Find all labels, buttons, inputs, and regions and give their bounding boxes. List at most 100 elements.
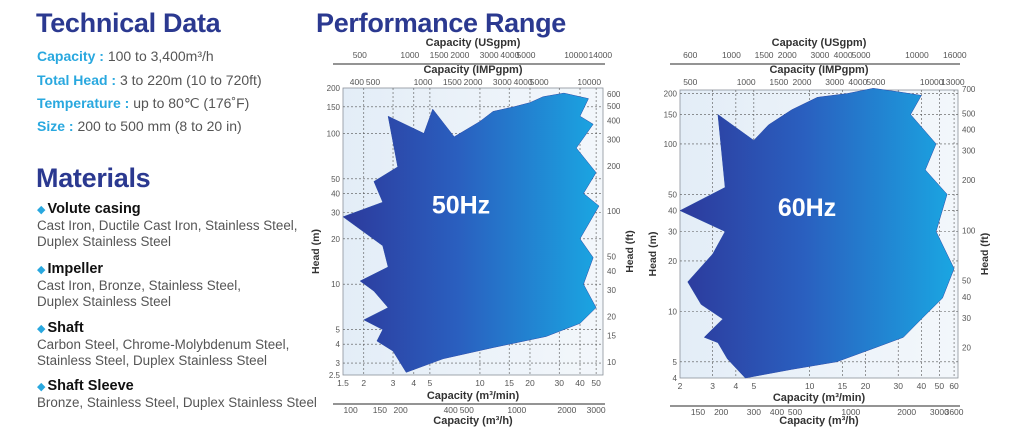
material-shaft-sleeve: ◆ Shaft Sleeve Bronze, Stainless Steel, Du… [37,378,317,411]
technical-data-heading: Technical Data [36,8,221,38]
x-tick-label-m3h: 200 [714,407,728,417]
material-impeller: ◆ Impeller Cast Iron, Bronze, Stainless St… [37,261,241,310]
x-tick-label-m3h: 3600 [945,407,964,417]
x-tick-label-impgpm: 400 [350,77,364,87]
diamond-bullet-icon: ◆ [37,204,46,216]
x-tick-label-m3h: 150 [691,407,705,417]
x-tick-label-impgpm: 1500 [443,77,462,87]
x-tick-label-impgpm: 10000 [577,77,601,87]
material-line: Cast Iron, Bronze, Stainless Steel, [37,278,241,293]
x-tick-label-usgpm: 5000 [517,50,536,60]
x-tick-label-usgpm: 600 [683,50,697,60]
spec-temperature: Temperature : up to 80℃ (176˚F) [37,95,249,112]
x-axis-title-impgpm: Capacity (IMPgpm) [423,64,522,76]
x-tick-label-m3h: 1000 [507,405,526,415]
x-tick-label-impgpm: 4000 [848,77,867,87]
x-tick-label-m3h: 100 [344,405,358,415]
x-axis-title-impgpm: Capacity (IMPgpm) [769,64,868,76]
y-tick-label-m: 30 [331,208,340,217]
x-tick-label-m3min: 40 [917,381,927,391]
y-tick-label-ft: 30 [962,314,971,323]
x-tick-label-usgpm: 1000 [722,50,741,60]
x-tick-label-m3min: 2 [361,378,366,388]
y-tick-label-m: 10 [331,280,340,289]
x-tick-label-impgpm: 13000 [941,77,965,87]
x-tick-label-usgpm: 3000 [480,50,499,60]
spec-label: Temperature : [37,95,130,111]
x-tick-label-impgpm: 500 [683,77,697,87]
x-tick-label-m3min: 4 [411,378,416,388]
spec-value: up to 80℃ (176˚F) [133,95,250,111]
x-tick-label-m3min: 10 [475,378,485,388]
x-axis-title-usgpm: Capacity (USgpm) [426,37,521,49]
x-tick-label-impgpm: 500 [366,77,380,87]
x-tick-label-usgpm: 5000 [852,50,871,60]
y-tick-label-m: 5 [673,358,678,367]
diamond-bullet-icon: ◆ [37,323,46,335]
y-tick-label-ft: 15 [607,331,616,340]
x-axis-title-m3min: Capacity (m³/min) [773,392,866,404]
x-tick-label-impgpm: 2000 [464,77,483,87]
x-tick-label-m3h: 500 [460,405,474,415]
x-tick-label-usgpm: 3000 [810,50,829,60]
material-name: Impeller [47,261,104,277]
performance-envelope [342,92,600,373]
material-line: Bronze, Stainless Steel, Duplex Stainles… [37,395,317,410]
spec-value: 200 to 500 mm (8 to 20 in) [77,118,242,134]
y-tick-label-m: 3 [336,359,341,368]
material-volute-casing: ◆ Volute casing Cast Iron, Ductile Cast Ir… [37,201,297,250]
x-tick-label-impgpm: 1500 [769,77,788,87]
material-line: Stainless Steel, Duplex Stainless Steel [37,353,267,368]
performance-range-heading: Performance Range [316,8,566,38]
x-tick-label-impgpm: 3000 [493,77,512,87]
x-tick-label-impgpm: 1000 [737,77,756,87]
y-tick-label-m: 100 [664,140,678,149]
y-tick-label-ft: 100 [962,226,976,235]
x-tick-label-m3min: 20 [525,378,535,388]
x-tick-label-m3h: 300 [747,407,761,417]
x-tick-label-m3min: 15 [504,378,514,388]
y-tick-label-ft: 300 [607,135,621,144]
x-tick-label-impgpm: 5000 [866,77,885,87]
y-tick-label-m: 20 [331,235,340,244]
y-tick-label-m: 40 [668,207,677,216]
y-axis-title-ft: Head (ft) [624,230,636,273]
material-shaft: ◆ Shaft Carbon Steel, Chrome-Molybdenum St… [37,320,289,369]
x-tick-label-m3min: 1.5 [337,378,349,388]
x-tick-label-m3min: 15 [838,381,848,391]
y-tick-label-m: 200 [664,90,678,99]
performance-envelope [679,88,955,379]
x-tick-label-usgpm: 1000 [400,50,419,60]
y-tick-label-m: 50 [668,190,677,199]
y-tick-label-m: 20 [668,257,677,266]
x-axis-title-m3h: Capacity (m³/h) [433,415,513,427]
y-axis-title-m: Head (m) [310,229,322,274]
y-tick-label-m: 150 [327,103,341,112]
x-tick-label-usgpm: 1500 [430,50,449,60]
x-tick-label-impgpm: 10000 [920,77,944,87]
x-tick-label-m3min: 30 [893,381,903,391]
y-tick-label-m: 200 [327,84,341,93]
x-tick-label-m3h: 150 [373,405,387,415]
x-axis-title-usgpm: Capacity (USgpm) [772,37,867,49]
y-tick-label-ft: 30 [607,286,616,295]
y-tick-label-ft: 200 [607,162,621,171]
diamond-bullet-icon: ◆ [37,381,46,393]
x-tick-label-impgpm: 1000 [414,77,433,87]
material-line: Duplex Stainless Steel [37,294,171,309]
x-tick-label-m3min: 10 [805,381,815,391]
y-tick-label-m: 4 [673,374,678,383]
y-tick-label-ft: 500 [607,102,621,111]
y-tick-label-m: 30 [668,227,677,236]
x-tick-label-impgpm: 2000 [793,77,812,87]
spec-size: Size : 200 to 500 mm (8 to 20 in) [37,118,242,134]
x-tick-label-m3min: 2 [678,381,683,391]
y-tick-label-ft: 20 [607,313,616,322]
material-name: Volute casing [47,201,141,217]
y-tick-label-m: 4 [336,340,341,349]
x-tick-label-usgpm: 1500 [755,50,774,60]
x-tick-label-usgpm: 10000 [905,50,929,60]
material-line: Duplex Stainless Steel [37,234,171,249]
x-tick-label-m3h: 400 [444,405,458,415]
